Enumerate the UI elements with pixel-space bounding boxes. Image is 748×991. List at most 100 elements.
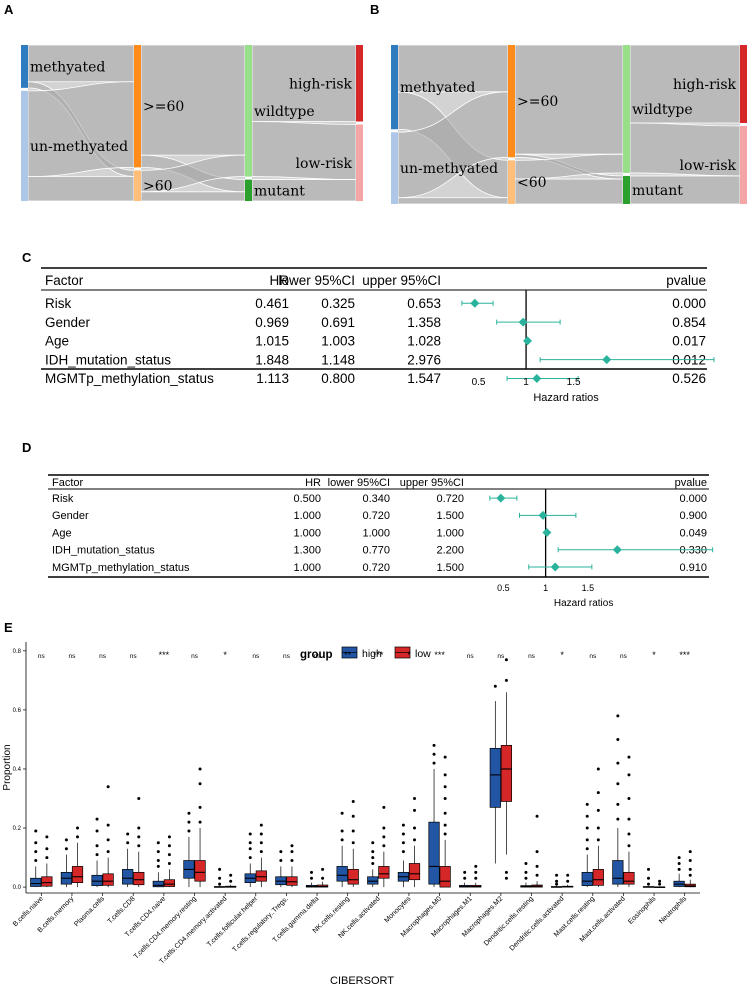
outlier-point-high	[401, 832, 405, 836]
outlier-point-high	[309, 876, 313, 880]
box-low	[163, 879, 176, 887]
row-pvalue: 0.049	[679, 527, 707, 539]
outlier-point-low	[688, 850, 692, 854]
outlier-point-high	[524, 861, 528, 865]
row-hr: 1.000	[293, 562, 321, 574]
row-factor: Risk	[52, 493, 74, 505]
outlier-point-low	[443, 773, 447, 777]
significance-label: ns	[497, 653, 505, 660]
outlier-point-low	[382, 835, 386, 839]
sankey-node-unmeth	[21, 90, 28, 201]
sankey-node-label: un-methyated	[400, 161, 498, 177]
outlier-point-low	[474, 864, 478, 868]
column-header-upper: upper 95%CI	[400, 477, 464, 489]
outlier-point-low	[198, 820, 202, 824]
panel-label-c: C	[22, 250, 32, 265]
y-tick-label: 0.6	[13, 708, 22, 714]
y-tick-label: 0.2	[13, 826, 22, 832]
x-tick-label: Dendritic.cells.activated	[509, 895, 566, 952]
outlier-point-high	[585, 826, 589, 830]
outlier-point-low	[259, 823, 263, 827]
x-tick-label: Monocytes	[383, 895, 412, 924]
outlier-point-low	[137, 844, 141, 848]
significance-label: **	[344, 650, 352, 660]
column-header-factor: Factor	[52, 477, 84, 489]
sankey-node-low	[356, 124, 363, 201]
box-low	[255, 870, 267, 882]
sankey-chart-b: methyated un-methyated >=60 <60 wildtype muta…	[391, 44, 747, 205]
outlier-point-low	[45, 856, 49, 860]
x-tick-label: T.cells.CD8	[107, 895, 137, 925]
box-high	[336, 866, 348, 882]
y-tick-label: 0.8	[13, 649, 22, 655]
outlier-point-low	[137, 835, 141, 839]
sankey-node-wild	[245, 45, 252, 177]
outlier-point-high	[156, 850, 160, 854]
outlier-point-low	[167, 853, 171, 857]
outlier-point-low	[413, 826, 417, 830]
row-hr: 1.000	[293, 527, 321, 539]
sankey-node-label: >=60	[143, 99, 184, 115]
outlier-point-low	[259, 841, 263, 845]
sankey-node-label: low-risk	[680, 158, 737, 174]
sankey-node-label: low-risk	[296, 156, 353, 172]
row-lower-ci: 0.340	[362, 493, 390, 505]
sankey-node-mut	[245, 179, 252, 201]
outlier-point-low	[627, 773, 631, 777]
sankey-node-label: wildtype	[254, 104, 315, 120]
significance-label: ns	[589, 653, 597, 660]
outlier-point-low	[535, 814, 539, 818]
significance-label: ns	[528, 653, 536, 660]
outlier-point-low	[198, 782, 202, 786]
outlier-point-high	[64, 838, 68, 842]
outlier-point-high	[616, 737, 620, 741]
boxplot-chart-e: group high low 0.0 0.2 0.4 0.6 0.8 Proportion CIB…	[2, 642, 700, 987]
row-lower-ci: 0.691	[321, 315, 355, 330]
column-header-hr: HR	[270, 273, 290, 288]
outlier-point-low	[290, 844, 294, 848]
row-upper-ci: 2.200	[436, 545, 464, 557]
outlier-point-high	[248, 847, 252, 851]
y-tick-label: 0.0	[13, 885, 22, 891]
outlier-point-low	[321, 876, 325, 880]
outlier-point-low	[688, 867, 692, 871]
outlier-point-low	[382, 826, 386, 830]
legend-label-high: high	[362, 648, 382, 660]
outlier-point-low	[106, 838, 110, 842]
row-upper-ci: 1.500	[436, 510, 464, 522]
outlier-point-low	[596, 838, 600, 842]
significance-label: ns	[99, 653, 107, 660]
x-tick-label: 1.5	[567, 377, 581, 388]
outlier-point-high	[95, 844, 99, 848]
x-tick-label: Eosinophils	[627, 895, 658, 926]
row-lower-ci: 0.720	[362, 510, 390, 522]
row-lower-ci: 0.800	[321, 371, 355, 386]
column-header-lower: lower 95%CI	[278, 273, 355, 288]
outlier-point-high	[401, 841, 405, 845]
sankey-node-low	[740, 126, 747, 204]
row-hr: 1.113	[256, 371, 289, 386]
hr-point-marker	[518, 317, 528, 327]
sankey-node-ge60	[134, 45, 141, 168]
x-tick-label: T.cells.follicular.helper	[206, 895, 260, 949]
outlier-point-high	[677, 861, 681, 865]
outlier-point-low	[229, 873, 233, 877]
significance-label: ns	[130, 653, 138, 660]
x-tick-label: Neutrophils	[658, 895, 688, 925]
outlier-point-high	[555, 879, 559, 883]
outlier-point-low	[627, 817, 631, 821]
outlier-point-low	[566, 879, 570, 883]
sankey-link-unmeth-lt60	[397, 197, 509, 205]
outlier-point-high	[432, 743, 436, 747]
outlier-point-low	[167, 835, 171, 839]
x-tick-label: 1.5	[582, 583, 595, 593]
x-tick-label: 0.5	[472, 377, 486, 388]
outlier-point-low	[658, 882, 662, 886]
hr-point-marker	[496, 493, 506, 503]
sankey-node-ge60	[508, 45, 515, 158]
sankey-link-unmeth-lt60	[27, 176, 135, 202]
outlier-point-high	[463, 870, 467, 874]
significance-label: ns	[191, 653, 199, 660]
